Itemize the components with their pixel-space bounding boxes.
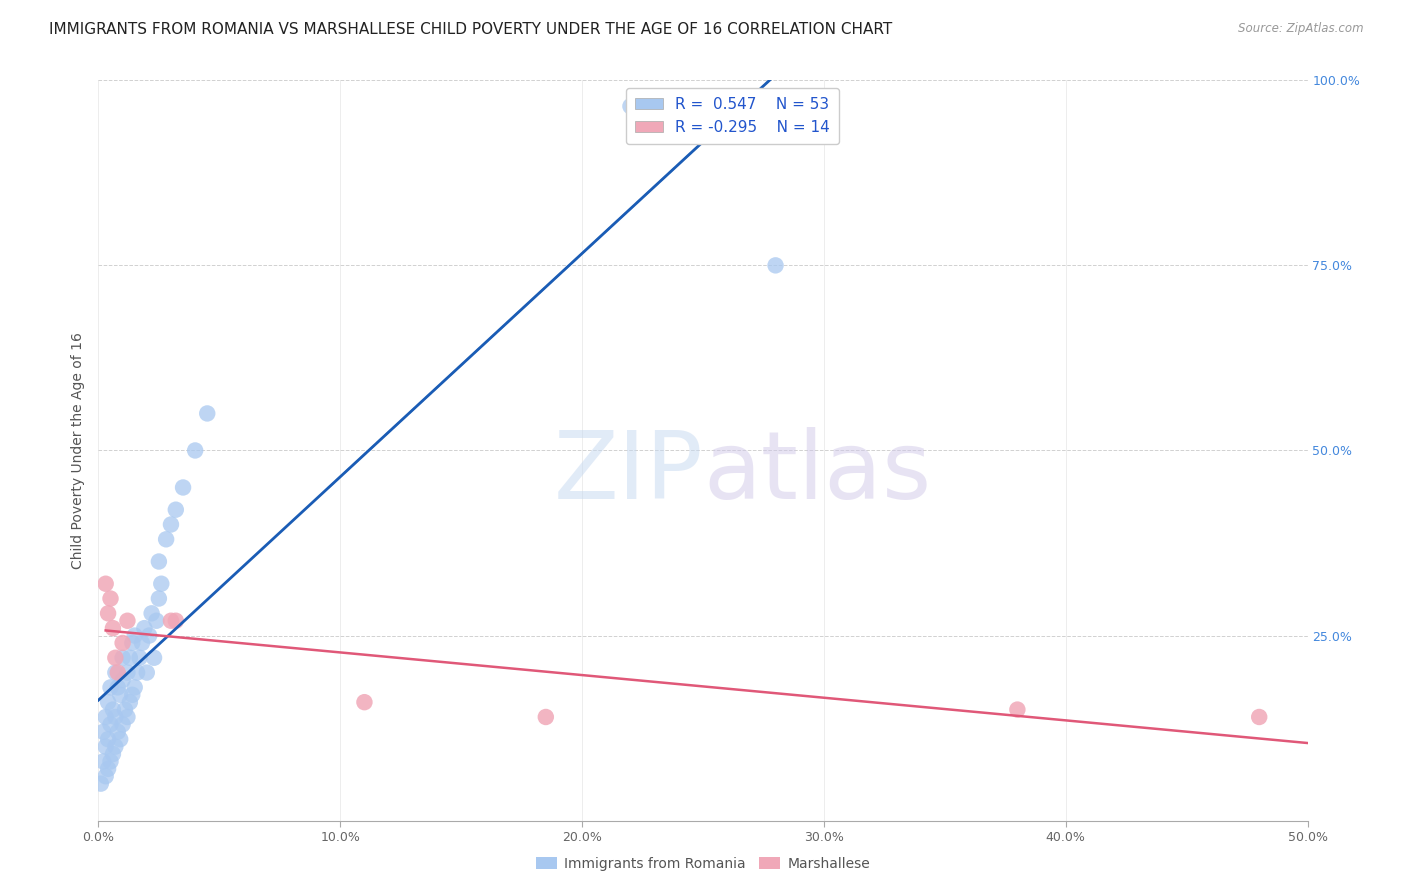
Point (100, 755, 122, 769)
Text: atlas: atlas (703, 426, 931, 518)
Point (111, 673, 134, 687)
Point (141, 607, 163, 621)
Point (94, 576, 117, 591)
Point (145, 614, 167, 628)
Point (107, 724, 129, 739)
Point (91, 755, 114, 769)
Point (121, 688, 143, 702)
Point (165, 614, 187, 628)
Point (97, 732, 120, 747)
Point (124, 628, 146, 642)
Point (172, 480, 194, 494)
Point (114, 703, 136, 717)
Point (108, 732, 131, 747)
Point (100, 717, 122, 731)
Point (131, 636, 153, 650)
Point (148, 555, 170, 569)
Point (117, 614, 139, 628)
Point (97, 607, 120, 621)
Legend: Immigrants from Romania, Marshallese: Immigrants from Romania, Marshallese (530, 851, 876, 876)
Point (353, 695, 375, 709)
Point (104, 710, 127, 724)
Point (160, 517, 183, 532)
Point (134, 621, 156, 635)
Point (118, 695, 141, 709)
Point (111, 717, 134, 731)
Text: ZIP: ZIP (554, 426, 703, 518)
Point (117, 665, 139, 680)
Point (118, 650, 141, 665)
Point (127, 665, 149, 680)
Point (104, 739, 127, 754)
Point (100, 591, 122, 606)
Point (94, 769, 117, 783)
Point (124, 681, 146, 695)
Point (107, 681, 129, 695)
Point (101, 747, 124, 761)
Point (111, 650, 134, 665)
Point (155, 533, 177, 547)
Point (97, 762, 120, 776)
Point (1007, 703, 1029, 717)
Point (121, 636, 143, 650)
Point (165, 502, 187, 516)
Point (184, 443, 207, 458)
Point (117, 710, 139, 724)
Point (111, 636, 134, 650)
Point (107, 665, 129, 680)
Point (138, 628, 160, 642)
Point (534, 710, 557, 724)
Point (104, 650, 127, 665)
Point (1249, 710, 1271, 724)
Point (135, 665, 157, 680)
Point (108, 688, 131, 702)
Point (765, 259, 787, 273)
Point (101, 621, 124, 635)
Point (104, 665, 127, 680)
Point (619, 99, 641, 113)
Point (97, 695, 120, 709)
Point (94, 739, 117, 754)
Y-axis label: Child Poverty Under the Age of 16: Child Poverty Under the Age of 16 (72, 332, 86, 569)
Text: Source: ZipAtlas.com: Source: ZipAtlas.com (1239, 22, 1364, 36)
Text: IMMIGRANTS FROM ROMANIA VS MARSHALLESE CHILD POVERTY UNDER THE AGE OF 16 CORRELA: IMMIGRANTS FROM ROMANIA VS MARSHALLESE C… (49, 22, 893, 37)
Point (101, 703, 124, 717)
Point (160, 614, 183, 628)
Point (94, 710, 117, 724)
Legend: R =  0.547    N = 53, R = -0.295    N = 14: R = 0.547 N = 53, R = -0.295 N = 14 (626, 88, 839, 144)
Point (90, 776, 112, 791)
Point (150, 576, 173, 591)
Point (91, 724, 114, 739)
Point (100, 681, 122, 695)
Point (143, 650, 166, 665)
Point (128, 650, 150, 665)
Point (195, 407, 218, 421)
Point (148, 591, 170, 606)
